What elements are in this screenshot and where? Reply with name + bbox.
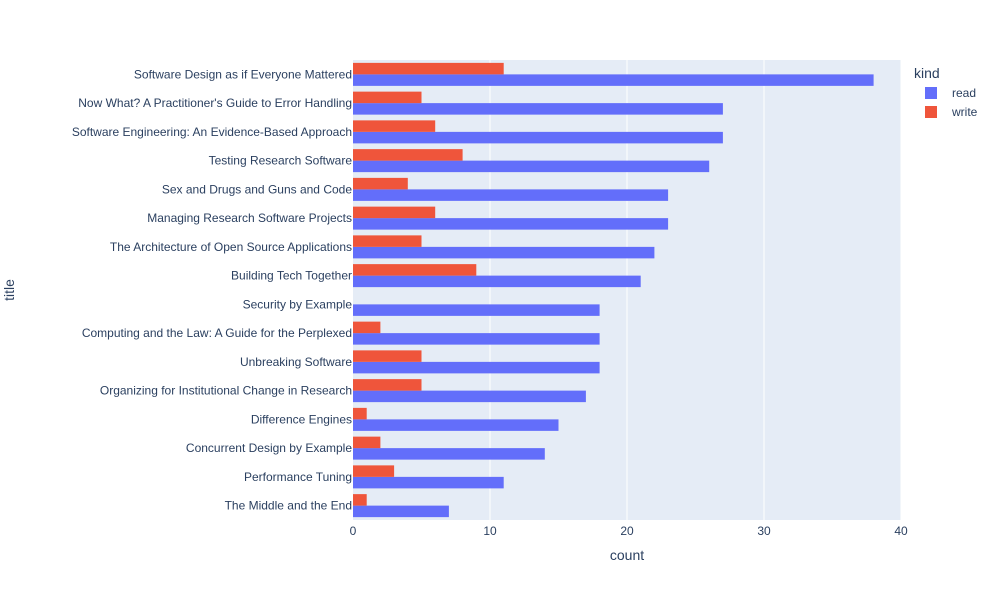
y-tick-label: Building Tech Together xyxy=(231,269,352,283)
legend-title: kind xyxy=(914,65,940,81)
bar-write xyxy=(353,62,504,75)
legend-label-write: write xyxy=(951,105,978,119)
x-axis-title: count xyxy=(610,547,644,563)
bar-write xyxy=(353,465,395,477)
y-tick-label: Organizing for Institutional Change in R… xyxy=(100,384,352,398)
y-tick-label: Managing Research Software Projects xyxy=(147,211,352,225)
bar-write xyxy=(353,494,367,506)
bar-write xyxy=(353,235,422,247)
bar-write xyxy=(353,177,408,190)
bar-read xyxy=(353,74,874,86)
y-tick-label: The Architecture of Open Source Applicat… xyxy=(110,240,352,254)
bar-write xyxy=(353,264,477,276)
legend-items: read write xyxy=(925,86,978,119)
bar-read xyxy=(353,448,545,460)
bar-write xyxy=(353,436,381,449)
bar-write xyxy=(353,120,436,132)
bar-write xyxy=(353,407,367,420)
legend-label-read: read xyxy=(952,86,976,100)
y-tick-label: Performance Tuning xyxy=(244,470,352,484)
bar-read xyxy=(353,189,669,201)
y-tick-label: Software Design as if Everyone Mattered xyxy=(134,67,352,81)
bar-read xyxy=(353,419,559,431)
bar-write xyxy=(353,149,463,161)
x-tick-label: 10 xyxy=(483,524,497,538)
bar-read xyxy=(353,275,641,288)
x-tick-label: 20 xyxy=(620,524,634,538)
bar-read xyxy=(353,505,449,518)
y-tick-label: Difference Engines xyxy=(251,412,352,426)
y-tick-label: Software Engineering: An Evidence-Based … xyxy=(72,125,352,139)
y-tick-label: Now What? A Practitioner's Guide to Erro… xyxy=(78,96,352,110)
bar-read xyxy=(353,218,669,230)
bar-read xyxy=(353,246,655,259)
y-tick-label: Unbreaking Software xyxy=(240,355,352,369)
bar-read xyxy=(353,333,600,345)
x-tick-label: 0 xyxy=(350,524,357,538)
bar-read xyxy=(353,103,723,115)
bar-read xyxy=(353,131,723,144)
x-tick-labels: 0 10 20 30 40 xyxy=(350,524,908,538)
y-tick-label: Testing Research Software xyxy=(209,154,353,168)
x-tick-label: 40 xyxy=(894,524,908,538)
bar-read xyxy=(353,160,710,173)
legend: kind read write xyxy=(914,65,978,119)
bar-write xyxy=(353,206,436,219)
bar-read xyxy=(353,390,586,403)
bar-write xyxy=(353,379,422,391)
bars xyxy=(353,62,874,518)
bar-write xyxy=(353,91,422,104)
y-tick-labels: Software Design as if Everyone Mattered N… xyxy=(72,67,353,512)
bar-read xyxy=(353,476,504,489)
legend-swatch-write xyxy=(925,106,937,118)
bar-write xyxy=(353,321,381,334)
y-tick-label: Sex and Drugs and Guns and Code xyxy=(162,182,352,196)
y-axis-title: title xyxy=(1,279,17,301)
y-tick-label: Concurrent Design by Example xyxy=(186,441,352,455)
bar-write xyxy=(353,350,422,362)
y-tick-label: Computing and the Law: A Guide for the P… xyxy=(82,326,352,340)
y-tick-label: Security by Example xyxy=(243,297,353,311)
bar-read xyxy=(353,361,600,374)
y-tick-label: The Middle and the End xyxy=(225,499,352,513)
legend-swatch-read xyxy=(925,87,937,99)
bar-read xyxy=(353,304,600,316)
x-tick-label: 30 xyxy=(757,524,771,538)
